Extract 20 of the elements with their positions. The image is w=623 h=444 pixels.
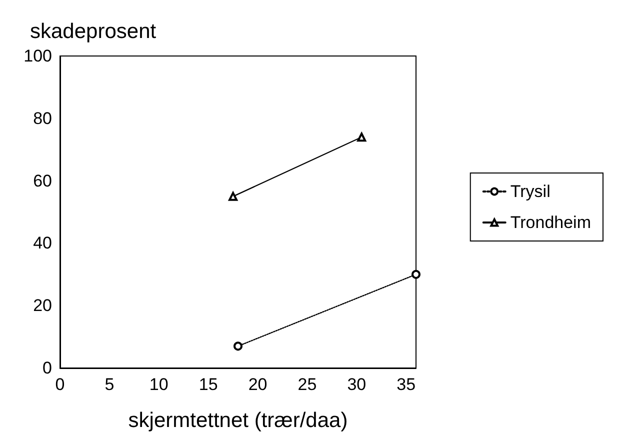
x-tick-label: 10 xyxy=(149,375,168,394)
x-tick-label: 35 xyxy=(396,375,416,394)
x-tick-label: 15 xyxy=(198,375,218,394)
y-tick-label: 40 xyxy=(33,234,52,253)
point xyxy=(234,342,242,351)
legend-label: Trysil xyxy=(510,182,550,201)
y-tick-label: 100 xyxy=(24,46,52,66)
y-tick-label: 20 xyxy=(33,296,52,316)
x-tick-label: 5 xyxy=(104,375,114,394)
x-tick-label: 25 xyxy=(298,375,317,394)
y-tick-label: 0 xyxy=(42,358,52,378)
point xyxy=(412,270,420,279)
x-axis-title: skjermtettnet (trær/daa) xyxy=(128,409,348,432)
legend-label: Trondheim xyxy=(510,213,592,232)
x-tick-label: 20 xyxy=(248,375,268,394)
y-axis-title: skadeprosent xyxy=(30,20,156,43)
x-tick-label: 0 xyxy=(55,375,65,394)
y-tick-label: 80 xyxy=(33,108,52,128)
x-tick-label: 30 xyxy=(347,375,366,394)
y-tick-label: 60 xyxy=(33,171,52,190)
